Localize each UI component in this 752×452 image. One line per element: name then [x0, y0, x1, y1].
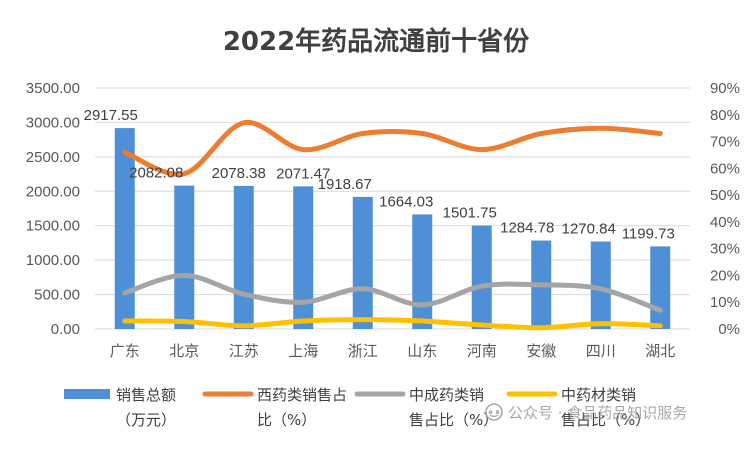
legend-label: 售占比（%）	[561, 411, 650, 429]
legend-label: 西药类销售占	[257, 386, 347, 404]
y-axis-right: 0% 10% 20% 30% 40% 50% 60% 70% 80% 90%	[710, 80, 740, 338]
watermark-icon	[485, 403, 503, 421]
bar	[471, 225, 492, 329]
y-left-tick-label: 2000.00	[26, 183, 80, 200]
line-series	[122, 120, 663, 331]
y-right-tick-label: 0%	[718, 321, 740, 338]
x-tick-label: 安徽	[526, 342, 556, 360]
y-left-tick-label: 500.00	[34, 287, 80, 304]
bar-data-label: 2078.38	[212, 165, 266, 182]
legend-swatch-bar	[64, 389, 110, 399]
legend-label: 中药材类销	[561, 386, 636, 404]
x-tick-label: 上海	[288, 342, 318, 360]
legend-label: 中成药类销	[409, 386, 484, 404]
bar	[174, 185, 195, 329]
y-right-tick-label: 70%	[710, 134, 740, 151]
bar-data-label: 1664.03	[379, 193, 433, 210]
bar-data-label: 1918.67	[318, 176, 372, 193]
x-tick-label: 湖北	[645, 342, 675, 360]
x-tick-label: 北京	[169, 342, 199, 360]
bar	[412, 214, 433, 329]
x-tick-label: 河南	[467, 342, 497, 360]
line-series-2	[122, 272, 663, 313]
watermark: 公众号 · 食品药品知识服务	[485, 403, 687, 422]
x-tick-label: 浙江	[348, 342, 378, 360]
line-series-3	[122, 317, 663, 331]
x-axis: 广东 北京 江苏 上海 浙江 山东 河南 安徽 四川 湖北	[110, 342, 676, 360]
legend-label: （万元）	[116, 411, 176, 429]
x-tick-label: 四川	[586, 342, 616, 360]
bar	[233, 185, 254, 329]
y-left-tick-label: 3500.00	[26, 80, 80, 97]
bar-data-label: 2917.55	[84, 107, 138, 124]
bar-data-label: 1284.78	[500, 220, 554, 237]
y-right-tick-label: 40%	[710, 214, 740, 231]
y-right-tick-label: 20%	[710, 267, 740, 284]
legend-label: 比（%）	[257, 411, 316, 429]
y-left-tick-label: 3000.00	[26, 114, 80, 131]
y-left-tick-label: 1000.00	[26, 252, 80, 269]
y-right-tick-label: 10%	[710, 294, 740, 311]
bar	[352, 196, 373, 329]
bar	[293, 186, 314, 329]
bar-data-label: 2082.08	[129, 165, 183, 182]
bar	[590, 241, 611, 329]
bar-data-label: 1270.84	[562, 220, 616, 237]
y-right-tick-label: 30%	[710, 241, 740, 258]
bar-data-label: 1501.75	[443, 205, 497, 222]
watermark-text: 公众号 · 食品药品知识服务	[508, 404, 687, 422]
y-axis-left: 0.00 500.00 1000.00 1500.00 2000.00 2500.00 30…	[26, 80, 80, 338]
y-left-tick-label: 0.00	[51, 321, 80, 338]
y-right-tick-label: 50%	[710, 187, 740, 204]
chart-title: 2022年药品流通前十省份	[223, 26, 529, 57]
x-tick-label: 广东	[110, 342, 140, 360]
bar	[114, 128, 135, 329]
y-right-tick-label: 80%	[710, 107, 740, 124]
y-left-tick-label: 1500.00	[26, 218, 80, 235]
y-left-tick-label: 2500.00	[26, 149, 80, 166]
legend-label: 销售总额	[116, 386, 176, 404]
y-right-tick-label: 60%	[710, 160, 740, 177]
bar-data-label: 2071.47	[276, 165, 330, 182]
x-tick-label: 江苏	[229, 342, 259, 360]
line-series-1	[122, 120, 663, 177]
x-tick-label: 山东	[407, 342, 437, 360]
bar-data-label: 1199.73	[622, 225, 675, 242]
y-right-tick-label: 90%	[710, 80, 740, 97]
legend-label: 售占比（%）	[409, 411, 498, 429]
bar	[650, 246, 671, 329]
